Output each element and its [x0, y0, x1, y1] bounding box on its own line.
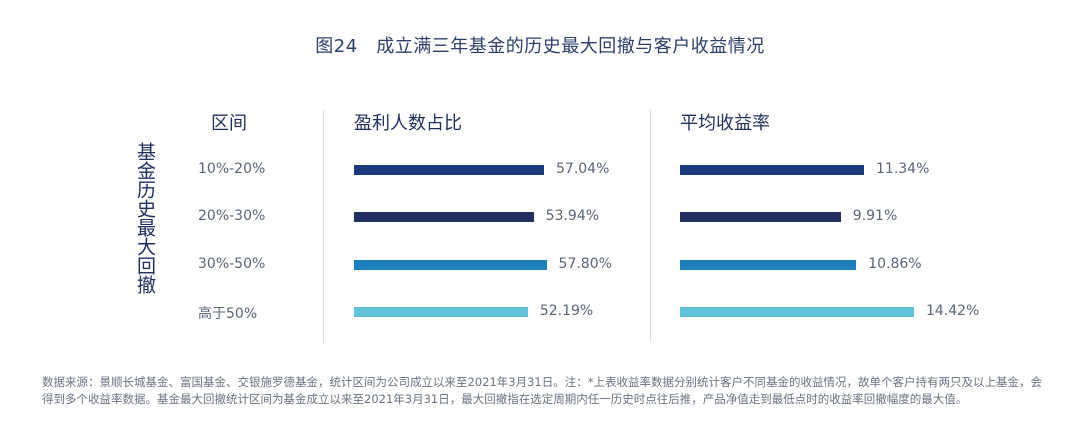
- bar-profit-ratio: [354, 212, 534, 222]
- category-header: 区间: [211, 113, 247, 134]
- row-axis-label: 基金历史最大回撤: [134, 142, 156, 294]
- bar-avg-return: [680, 260, 857, 270]
- data-label: 52.19%: [539, 303, 594, 319]
- panel-title-avg-return: 平均收益率: [680, 113, 770, 134]
- category-label: 30%-50%: [198, 256, 266, 272]
- bar-avg-return: [680, 307, 914, 317]
- data-label: 10.86%: [868, 256, 922, 272]
- bar-profit-ratio: [354, 307, 528, 317]
- bar-avg-return: [680, 165, 864, 175]
- category-label: 20%-30%: [198, 208, 266, 224]
- data-label: 11.34%: [876, 161, 930, 177]
- data-label: 57.04%: [556, 161, 610, 177]
- data-label: 57.80%: [558, 256, 612, 272]
- footnote: 数据来源：景顺长城基金、富国基金、交银施罗德基金，统计区间为公司成立以来至202…: [42, 375, 1042, 406]
- data-label: 14.42%: [925, 303, 980, 319]
- category-label: 10%-20%: [198, 161, 266, 177]
- bar-profit-ratio: [354, 260, 547, 270]
- panel-title-profit-ratio: 盈利人数占比: [354, 113, 462, 134]
- divider-left: [323, 110, 324, 342]
- divider-right: [650, 110, 651, 342]
- data-label: 53.94%: [545, 208, 600, 224]
- chart-title: 图24 成立满三年基金的历史最大回撤与客户收益情况: [315, 36, 765, 57]
- bar-avg-return: [680, 212, 841, 222]
- category-label: 高于50%: [198, 306, 258, 322]
- data-label: 9.91%: [852, 208, 898, 224]
- bar-profit-ratio: [354, 165, 544, 175]
